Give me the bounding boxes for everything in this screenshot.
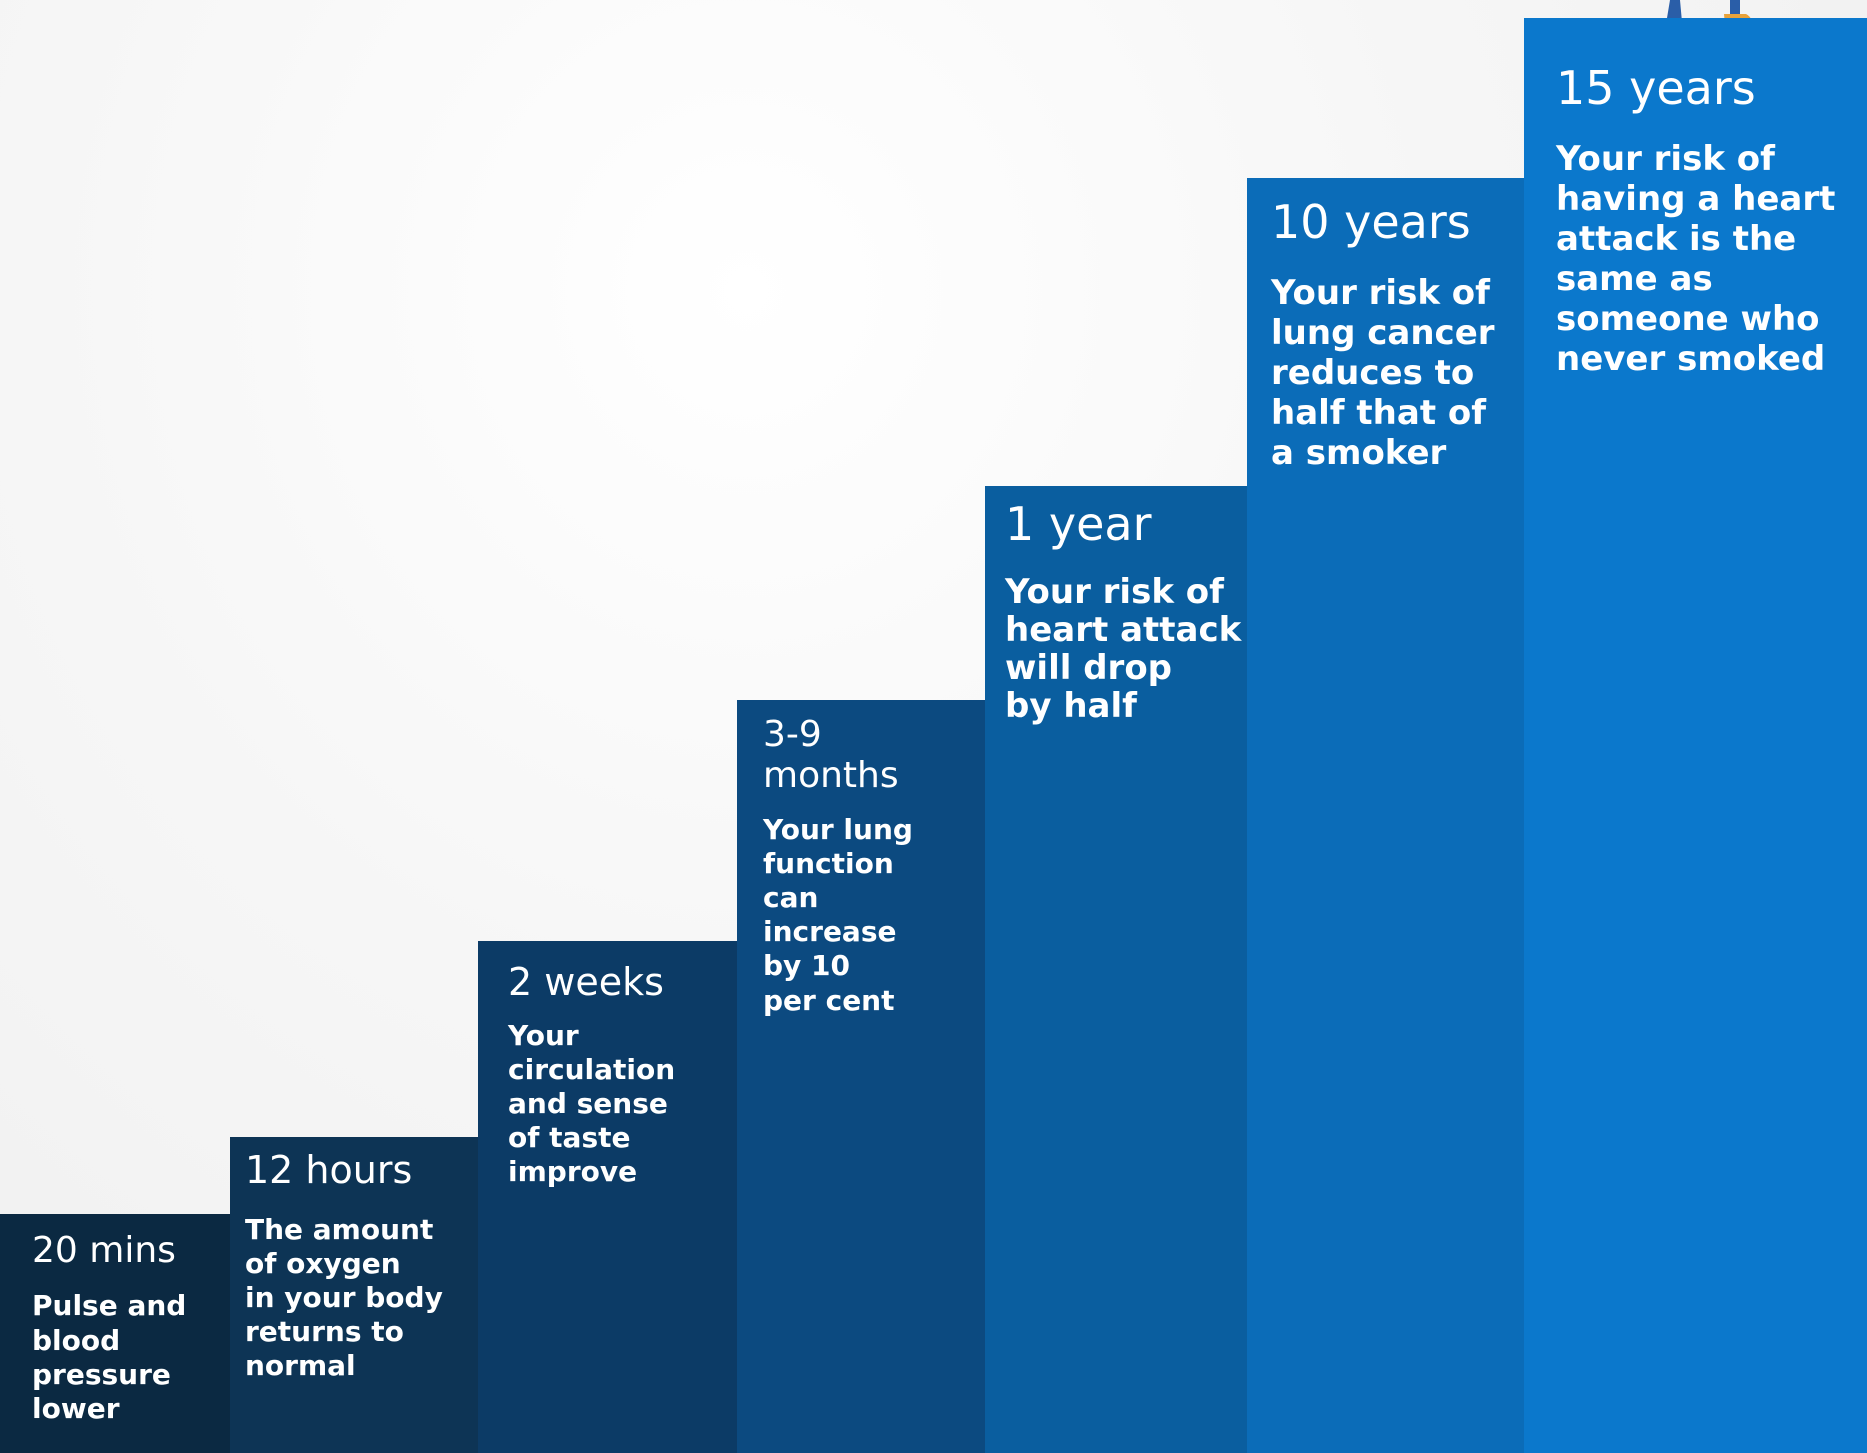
step-description: The amount of oxygen in your body return…: [245, 1212, 443, 1383]
step-period: 2 weeks: [508, 960, 664, 1004]
step-period: 1 year: [1005, 497, 1152, 551]
step-period: 12 hours: [245, 1148, 413, 1192]
step-20-mins: 20 mins Pulse and blood pressure lower: [0, 1214, 230, 1453]
page-title-cropped: [420, 0, 1200, 18]
step-period: 15 years: [1556, 61, 1756, 115]
step-description: Your risk of lung cancer reduces to half…: [1271, 272, 1495, 474]
step-period: 20 mins: [32, 1230, 176, 1271]
step-description: Your risk of heart attack will drop by h…: [1005, 571, 1242, 727]
title-cropped-descenders-icon: [420, 0, 1200, 18]
step-15-years: 15 years Your risk of having a heart att…: [1524, 18, 1867, 1453]
step-description: Pulse and blood pressure lower: [32, 1289, 187, 1425]
step-2-weeks: 2 weeks Your circulation and sense of ta…: [478, 941, 737, 1453]
step-description: Your circulation and sense of taste impr…: [508, 1018, 676, 1189]
step-description: Your lung function can increase by 10 pe…: [763, 812, 913, 1017]
step-10-years: 10 years Your risk of lung cancer reduce…: [1247, 178, 1524, 1453]
step-3-9-months: 3-9 months Your lung function can increa…: [737, 700, 985, 1453]
step-period: 3-9 months: [763, 714, 899, 797]
step-period: 10 years: [1271, 195, 1471, 249]
step-1-year: 1 year Your risk of heart attack will dr…: [985, 486, 1247, 1453]
step-12-hours: 12 hours The amount of oxygen in your bo…: [230, 1137, 478, 1453]
step-description: Your risk of having a heart attack is th…: [1556, 138, 1836, 380]
